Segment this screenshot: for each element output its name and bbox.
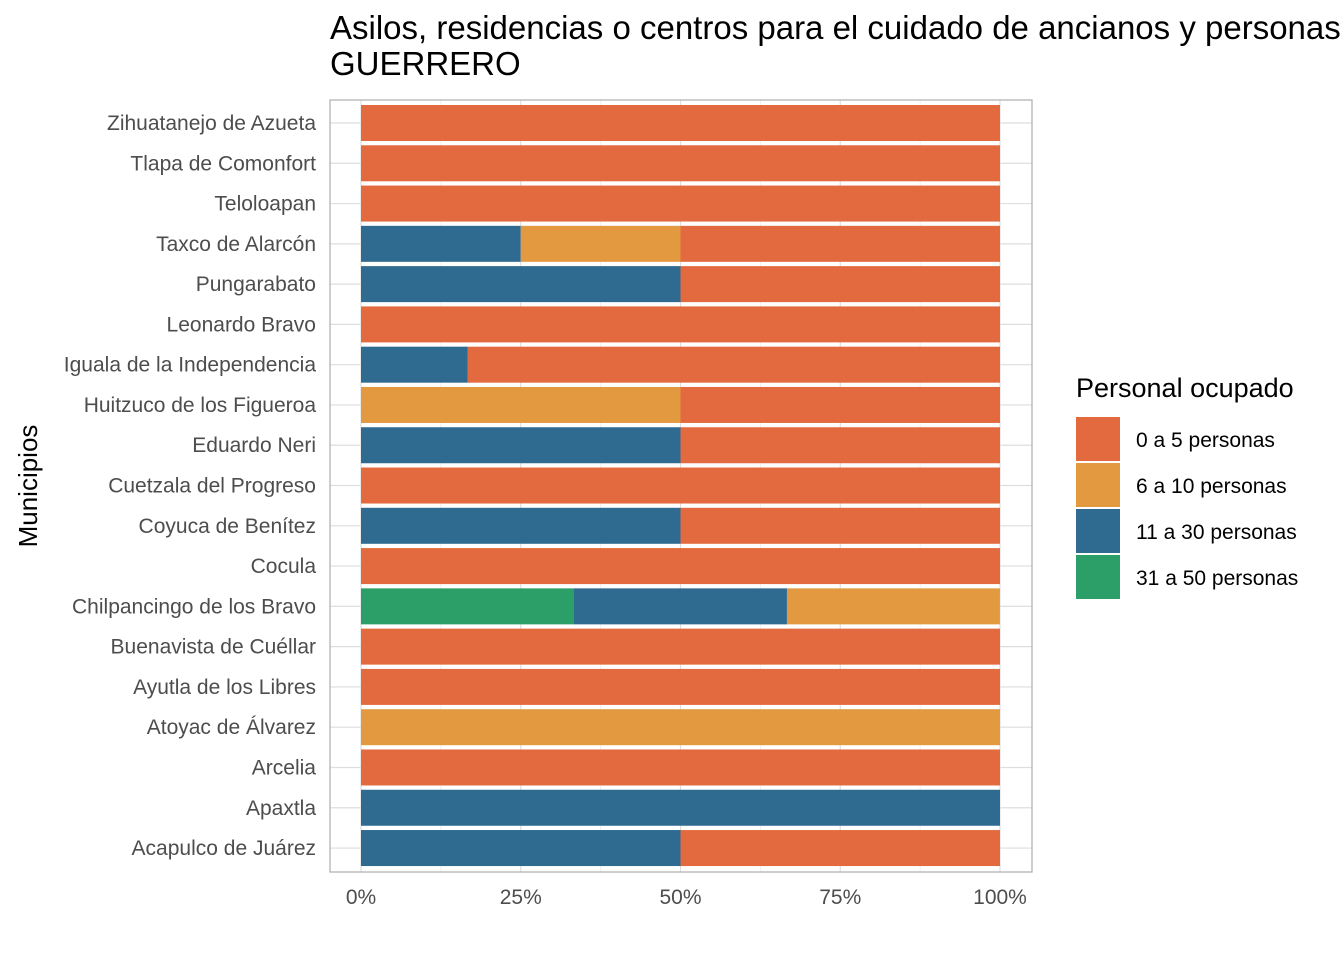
bar-segment — [680, 427, 1000, 464]
y-tick-label: Pungarabato — [196, 273, 316, 296]
y-tick-label: Eduardo Neri — [192, 434, 316, 457]
legend-label: 6 a 10 personas — [1136, 475, 1287, 498]
y-tick-label: Arcelia — [252, 756, 317, 779]
y-tick-label: Zihuatanejo de Azueta — [107, 112, 316, 135]
x-tick-label: 100% — [973, 886, 1027, 909]
legend-label: 31 a 50 personas — [1136, 567, 1298, 590]
bar-segment — [361, 346, 468, 383]
legend-label: 11 a 30 personas — [1136, 521, 1297, 544]
bar-segment — [361, 266, 681, 303]
bar-segment — [361, 668, 1000, 705]
bar-segment — [573, 588, 787, 625]
bar-segment — [361, 548, 1000, 585]
y-tick-label: Acapulco de Juárez — [132, 837, 316, 860]
y-axis-label: Municipios — [13, 425, 43, 548]
panel-border — [329, 99, 1033, 873]
x-tick-label: 75% — [819, 886, 861, 909]
y-tick-label: Cocula — [251, 555, 317, 578]
bar-segment — [786, 588, 1000, 625]
legend-label: 0 a 5 personas — [1136, 429, 1275, 452]
legend-key — [1076, 509, 1120, 553]
bar-segment — [361, 628, 1000, 665]
bar-segment — [680, 830, 1000, 867]
bar-segment — [361, 225, 521, 262]
x-tick-label: 25% — [500, 886, 542, 909]
bar-segment — [361, 427, 681, 464]
y-tick-label: Teloloapan — [214, 193, 316, 216]
y-tick-label: Atoyac de Álvarez — [147, 716, 316, 739]
bar-segment — [361, 749, 1000, 786]
bar-segment — [680, 507, 1000, 544]
bar-segment — [361, 145, 1000, 182]
y-tick-label: Buenavista de Cuéllar — [111, 636, 316, 659]
bar-segment — [361, 105, 1000, 141]
bar-segment — [520, 225, 681, 262]
legend: Personal ocupado 0 a 5 personas 6 a 10 pe… — [1076, 373, 1298, 599]
legend-key — [1076, 417, 1120, 461]
y-tick-label: Leonardo Bravo — [167, 313, 316, 336]
bar-segment — [361, 588, 574, 625]
y-axis-tick-labels: Acapulco de Juárez Apaxtla Arcelia Atoyac d… — [64, 112, 317, 860]
chart-title-line-2: GUERRERO — [330, 45, 521, 82]
bar-segment — [467, 346, 1000, 383]
bar-segment — [361, 830, 681, 867]
bar-segment — [361, 789, 1000, 826]
x-axis-tick-labels: 0% 25% 50% 75% 100% — [346, 886, 1027, 909]
bar-segment — [361, 507, 681, 544]
bars — [361, 105, 1000, 867]
legend-key — [1076, 463, 1120, 507]
bar-segment — [361, 306, 1000, 343]
y-tick-label: Tlapa de Comonfort — [130, 152, 316, 175]
bar-segment — [361, 709, 1000, 746]
legend-title: Personal ocupado — [1076, 373, 1294, 403]
y-tick-label: Coyuca de Benítez — [139, 515, 316, 538]
y-tick-label: Ayutla de los Libres — [133, 676, 316, 699]
x-tick-label: 0% — [346, 886, 376, 909]
bar-segment — [361, 386, 681, 423]
y-tick-label: Chilpancingo de los Bravo — [72, 595, 316, 618]
bar-segment — [680, 266, 1000, 303]
bar-segment — [361, 185, 1000, 222]
y-tick-label: Taxco de Alarcón — [156, 233, 316, 256]
y-tick-label: Iguala de la Independencia — [64, 354, 317, 377]
bar-segment — [680, 225, 1000, 262]
chart-title-line-1: Asilos, residencias o centros para el cu… — [330, 10, 1341, 46]
y-tick-label: Huitzuco de los Figueroa — [84, 394, 317, 417]
y-tick-label: Cuetzala del Progreso — [108, 475, 316, 498]
x-tick-label: 50% — [659, 886, 701, 909]
bar-segment — [680, 386, 1000, 423]
chart-title: Asilos, residencias o centros para el cu… — [330, 10, 1344, 82]
legend-key — [1076, 555, 1120, 599]
y-tick-label: Apaxtla — [246, 797, 316, 820]
bar-segment — [361, 467, 1000, 504]
